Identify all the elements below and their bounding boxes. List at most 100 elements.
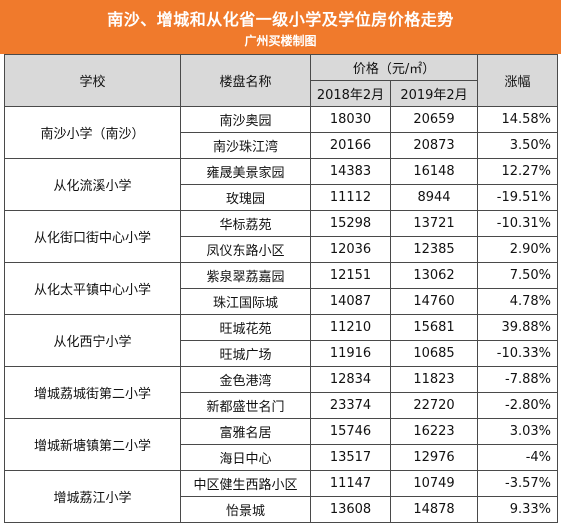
change-cell: 3.03%	[477, 418, 559, 445]
estate-cell: 中区健生西路小区	[180, 470, 311, 497]
price-2018-cell: 13608	[310, 496, 391, 523]
price-2019-cell: 15681	[389, 314, 479, 341]
table-row: 凤仪东路小区 12036 12385 2.90%	[5, 236, 559, 263]
header-estate: 楼盘名称	[180, 54, 311, 107]
table-row: 增城荔城街第二小学 金色港湾 12834 11823 -7.88%	[4, 366, 559, 419]
price-2018-cell: 18030	[310, 106, 391, 133]
price-2018-cell: 11916	[310, 340, 391, 367]
price-2018-cell: 14087	[310, 288, 391, 315]
price-2018-cell: 15746	[310, 418, 391, 445]
price-2019-cell: 10685	[389, 340, 479, 367]
change-cell: -10.31%	[477, 210, 559, 237]
estate-cell: 新都盛世名门	[180, 392, 311, 419]
change-cell: -3.57%	[477, 470, 559, 497]
change-cell: 14.58%	[477, 106, 559, 133]
estate-cell: 怡景城	[180, 496, 311, 523]
change-cell: 39.88%	[477, 314, 559, 341]
table-body: 南沙小学（南沙） 南沙奥园 18030 20659 14.58% 南沙珠江湾 20166 20…	[4, 106, 559, 523]
price-2019-cell: 13062	[389, 262, 479, 289]
school-cell: 增城荔城街第二小学	[4, 366, 181, 419]
estate-cell: 珠江国际城	[180, 288, 311, 315]
estate-cell: 南沙奥园	[180, 106, 311, 133]
table-row: 增城新塘镇第二小学 富雅名居 15746 16223 3.03%	[4, 418, 559, 471]
school-cell: 从化流溪小学	[4, 158, 181, 211]
price-table: 学校 楼盘名称 价格（元/㎡） 涨幅 2018年2月 2019年2月 南沙小学（…	[4, 54, 559, 523]
change-cell: -10.33%	[477, 340, 559, 367]
school-cell: 从化西宁小学	[4, 314, 181, 367]
change-cell: 2.90%	[477, 236, 559, 263]
change-cell: -7.88%	[477, 366, 559, 393]
estate-cell: 金色港湾	[180, 366, 311, 393]
price-2019-cell: 14878	[389, 496, 479, 523]
estate-cell: 富雅名居	[180, 418, 311, 445]
page-subtitle: 广州买楼制图	[244, 34, 317, 48]
price-2018-cell: 12151	[310, 262, 391, 289]
school-cell: 从化街口街中心小学	[4, 210, 181, 263]
page-title: 南沙、增城和从化省一级小学及学位房价格走势	[107, 10, 454, 29]
change-cell: -4%	[477, 444, 559, 471]
header-change: 涨幅	[477, 54, 559, 107]
price-2018-cell: 12036	[310, 236, 391, 263]
school-cell: 从化太平镇中心小学	[4, 262, 181, 315]
price-2018-cell: 14383	[310, 158, 391, 185]
change-cell: 12.27%	[477, 158, 559, 185]
table-row: 珠江国际城 14087 14760 4.78%	[5, 288, 559, 315]
price-2019-cell: 11823	[389, 366, 479, 393]
price-2019-cell: 20659	[389, 106, 479, 133]
table-row: 旺城广场 11916 10685 -10.33%	[5, 340, 559, 367]
estate-cell: 凤仪东路小区	[180, 236, 311, 263]
table-row: 怡景城 13608 14878 9.33%	[5, 496, 559, 523]
price-2019-cell: 10749	[389, 470, 479, 497]
estate-cell: 雍晟美景家园	[180, 158, 311, 185]
school-cell: 增城新塘镇第二小学	[4, 418, 181, 471]
price-2019-cell: 16223	[389, 418, 479, 445]
estate-cell: 玫瑰园	[180, 184, 311, 211]
table-row: 从化西宁小学 旺城花苑 11210 15681 39.88%	[4, 314, 559, 367]
table-row: 增城荔江小学 中区健生西路小区 11147 10749 -3.57%	[4, 470, 559, 523]
change-cell: 9.33%	[477, 496, 559, 523]
price-2018-cell: 11147	[310, 470, 391, 497]
table-row: 新都盛世名门 23374 22720 -2.80%	[5, 392, 559, 419]
price-2019-cell: 20873	[389, 132, 479, 159]
price-2019-cell: 13721	[389, 210, 479, 237]
price-2019-cell: 8944	[389, 184, 479, 211]
price-2018-cell: 23374	[310, 392, 391, 419]
header-price: 价格（元/㎡）	[309, 54, 479, 81]
table-row: 从化太平镇中心小学 紫泉翠荔嘉园 12151 13062 7.50%	[4, 262, 559, 315]
change-cell: 7.50%	[477, 262, 559, 289]
estate-cell: 南沙珠江湾	[180, 132, 311, 159]
table-row: 从化街口街中心小学 华标荔苑 15298 13721 -10.31%	[4, 210, 559, 263]
change-cell: -19.51%	[477, 184, 559, 211]
change-cell: 3.50%	[477, 132, 559, 159]
price-2019-cell: 22720	[389, 392, 479, 419]
change-cell: 4.78%	[477, 288, 559, 315]
price-2018-cell: 20166	[310, 132, 391, 159]
estate-cell: 海日中心	[180, 444, 311, 471]
price-2019-cell: 12385	[389, 236, 479, 263]
price-2018-cell: 12834	[310, 366, 391, 393]
price-2018-cell: 11210	[310, 314, 391, 341]
price-2019-cell: 14760	[389, 288, 479, 315]
change-cell: -2.80%	[477, 392, 559, 419]
school-cell: 南沙小学（南沙）	[4, 106, 181, 159]
table-row: 从化流溪小学 雍晟美景家园 14383 16148 12.27%	[4, 158, 559, 211]
header-school: 学校	[4, 54, 181, 107]
table-row: 南沙小学（南沙） 南沙奥园 18030 20659 14.58%	[4, 106, 559, 159]
estate-cell: 华标荔苑	[180, 210, 311, 237]
price-2019-cell: 12976	[389, 444, 479, 471]
table-row: 南沙珠江湾 20166 20873 3.50%	[5, 132, 559, 159]
price-2018-cell: 15298	[310, 210, 391, 237]
price-2019-cell: 16148	[389, 158, 479, 185]
price-2018-cell: 11112	[310, 184, 391, 211]
table-row: 玫瑰园 11112 8944 -19.51%	[5, 184, 559, 211]
table-row: 海日中心 13517 12976 -4%	[5, 444, 559, 471]
header-2019: 2019年2月	[389, 80, 479, 107]
estate-cell: 旺城广场	[180, 340, 311, 367]
header-2018: 2018年2月	[310, 80, 391, 107]
title-banner: 南沙、增城和从化省一级小学及学位房价格走势 广州买楼制图	[0, 0, 561, 54]
school-cell: 增城荔江小学	[4, 470, 181, 523]
price-2018-cell: 13517	[310, 444, 391, 471]
estate-cell: 旺城花苑	[180, 314, 311, 341]
estate-cell: 紫泉翠荔嘉园	[180, 262, 311, 289]
